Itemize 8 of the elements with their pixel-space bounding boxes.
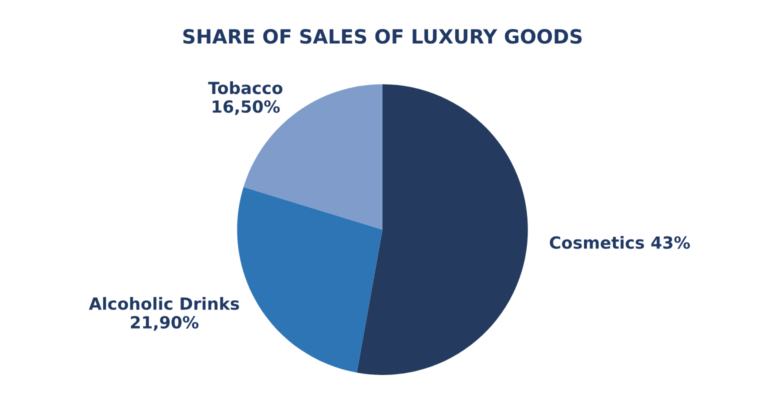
pie-slice — [237, 187, 382, 373]
slice-label: Tobacco — [208, 81, 282, 94]
chart-title: SHARE OF SALES OF LUXURY GOODS — [183, 29, 582, 44]
slice-label: Cosmetics 43% — [550, 236, 690, 249]
slice-label: Alcoholic Drinks — [88, 297, 240, 310]
data-label: 16,50% — [212, 100, 280, 115]
pie-slice — [356, 84, 528, 375]
data-label: 21,90% — [130, 316, 198, 331]
